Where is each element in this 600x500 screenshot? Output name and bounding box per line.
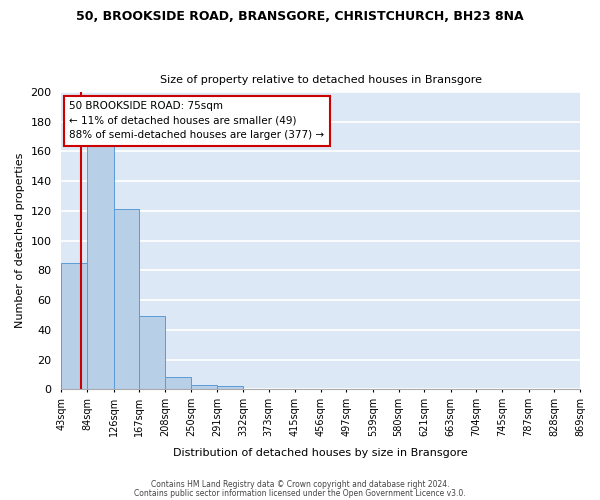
Bar bbox=[217, 386, 243, 390]
Bar bbox=[113, 210, 139, 390]
Title: Size of property relative to detached houses in Bransgore: Size of property relative to detached ho… bbox=[160, 76, 482, 86]
Text: Contains HM Land Registry data © Crown copyright and database right 2024.: Contains HM Land Registry data © Crown c… bbox=[151, 480, 449, 489]
X-axis label: Distribution of detached houses by size in Bransgore: Distribution of detached houses by size … bbox=[173, 448, 468, 458]
Text: 50 BROOKSIDE ROAD: 75sqm
← 11% of detached houses are smaller (49)
88% of semi-d: 50 BROOKSIDE ROAD: 75sqm ← 11% of detach… bbox=[69, 101, 325, 140]
Bar bbox=[87, 142, 113, 390]
Text: 50, BROOKSIDE ROAD, BRANSGORE, CHRISTCHURCH, BH23 8NA: 50, BROOKSIDE ROAD, BRANSGORE, CHRISTCHU… bbox=[76, 10, 524, 23]
Bar bbox=[191, 385, 217, 390]
Text: Contains public sector information licensed under the Open Government Licence v3: Contains public sector information licen… bbox=[134, 488, 466, 498]
Y-axis label: Number of detached properties: Number of detached properties bbox=[15, 153, 25, 328]
Bar bbox=[165, 378, 191, 390]
Bar bbox=[61, 263, 87, 390]
Bar bbox=[139, 316, 165, 390]
